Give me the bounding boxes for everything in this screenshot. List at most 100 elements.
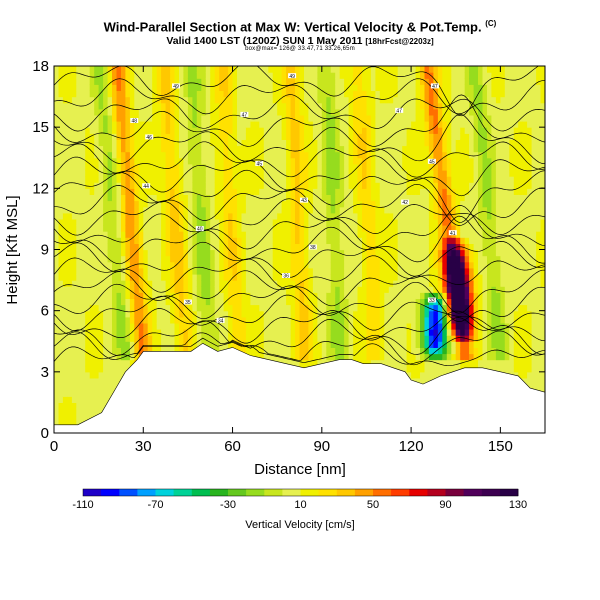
velocity-cell: [451, 182, 457, 189]
velocity-cell: [339, 121, 345, 128]
velocity-cell: [161, 267, 167, 275]
velocity-cell: [277, 121, 283, 128]
velocity-cell: [161, 151, 167, 159]
velocity-cell: [326, 127, 332, 134]
velocity-cell: [339, 212, 345, 220]
velocity-cell: [259, 66, 265, 73]
velocity-cell: [491, 304, 497, 312]
velocity-cell: [80, 274, 86, 281]
velocity-cell: [94, 218, 100, 226]
velocity-cell: [344, 335, 350, 342]
velocity-cell: [58, 96, 64, 104]
velocity-cell: [85, 66, 91, 73]
velocity-cell: [112, 72, 118, 79]
velocity-cell: [187, 90, 193, 98]
velocity-cell: [304, 237, 310, 244]
velocity-cell: [161, 121, 167, 128]
velocity-cell: [94, 102, 100, 110]
velocity-cell: [304, 316, 310, 324]
velocity-cell: [299, 286, 305, 293]
velocity-cell: [165, 72, 171, 79]
velocity-cell: [214, 151, 220, 159]
velocity-cell: [125, 114, 131, 122]
velocity-cell: [80, 365, 86, 373]
velocity-cell: [187, 261, 193, 269]
velocity-cell: [254, 274, 260, 281]
velocity-cell: [406, 78, 412, 85]
velocity-cell: [89, 127, 95, 134]
velocity-cell: [415, 347, 421, 355]
velocity-cell: [268, 108, 274, 116]
velocity-cell: [366, 72, 372, 79]
velocity-cell: [362, 139, 368, 147]
velocity-cell: [384, 298, 390, 306]
velocity-cell: [76, 414, 82, 422]
velocity-cell: [406, 286, 412, 293]
velocity-cell: [286, 225, 292, 232]
velocity-cell: [370, 304, 376, 312]
velocity-cell: [134, 182, 140, 189]
velocity-cell: [384, 304, 390, 312]
velocity-cell: [62, 261, 68, 269]
velocity-cell: [116, 231, 122, 238]
velocity-cell: [402, 347, 408, 355]
velocity-cell: [62, 267, 68, 275]
velocity-cell: [76, 341, 82, 348]
velocity-cell: [147, 261, 153, 269]
velocity-cell: [344, 66, 350, 73]
velocity-cell: [330, 286, 336, 293]
velocity-cell: [219, 114, 225, 122]
velocity-cell: [98, 133, 104, 140]
velocity-cell: [451, 127, 457, 134]
velocity-cell: [228, 329, 234, 336]
velocity-cell: [375, 341, 381, 348]
velocity-cell: [272, 243, 278, 251]
velocity-cell: [85, 188, 91, 195]
velocity-cell: [335, 316, 341, 324]
velocity-cell: [152, 157, 158, 165]
velocity-cell: [295, 243, 301, 251]
velocity-cell: [379, 261, 385, 269]
velocity-cell: [192, 114, 198, 122]
velocity-cell: [420, 133, 426, 140]
velocity-cell: [245, 274, 251, 281]
velocity-cell: [406, 225, 412, 232]
velocity-cell: [478, 335, 484, 342]
velocity-cell: [62, 310, 68, 318]
velocity-cell: [94, 114, 100, 122]
velocity-cell: [223, 108, 229, 116]
velocity-cell: [304, 133, 310, 140]
velocity-cell: [411, 255, 417, 263]
velocity-cell: [308, 359, 314, 367]
velocity-cell: [290, 347, 296, 355]
velocity-cell: [487, 102, 493, 110]
velocity-cell: [428, 145, 434, 153]
velocity-cell: [112, 163, 118, 171]
velocity-cell: [62, 84, 68, 91]
velocity-cell: [478, 341, 484, 348]
velocity-cell: [201, 298, 207, 306]
velocity-cell: [428, 237, 434, 244]
velocity-cell: [62, 157, 68, 165]
velocity-cell: [121, 145, 127, 153]
velocity-cell: [165, 182, 171, 189]
velocity-cell: [94, 212, 100, 220]
velocity-cell: [402, 286, 408, 293]
velocity-cell: [455, 292, 461, 299]
velocity-cell: [482, 212, 488, 220]
velocity-cell: [295, 163, 301, 171]
velocity-cell: [433, 90, 439, 98]
velocity-cell: [370, 341, 376, 348]
velocity-cell: [326, 316, 332, 324]
velocity-cell: [214, 286, 220, 293]
velocity-cell: [357, 243, 363, 251]
velocity-cell: [424, 72, 430, 79]
velocity-cell: [469, 151, 475, 159]
velocity-cell: [330, 102, 336, 110]
velocity-cell: [433, 200, 439, 208]
velocity-cell: [424, 322, 430, 330]
velocity-cell: [80, 133, 86, 140]
velocity-cell: [366, 341, 372, 348]
velocity-cell: [174, 267, 180, 275]
velocity-cell: [339, 127, 345, 134]
